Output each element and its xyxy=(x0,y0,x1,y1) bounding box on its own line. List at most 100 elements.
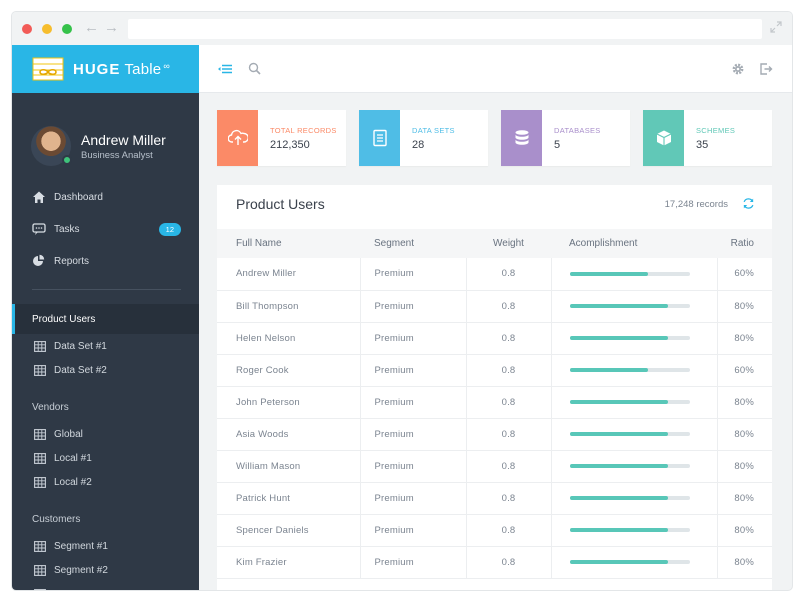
sidebar-item-label: Reports xyxy=(54,255,90,267)
search-icon[interactable] xyxy=(247,61,263,77)
gear-icon[interactable] xyxy=(730,61,746,77)
sidebar-item-label: Dashboard xyxy=(54,191,103,203)
table-row[interactable]: Bill Thompson Premium 0.8 80% xyxy=(217,290,772,322)
table-grid-icon xyxy=(34,588,46,590)
cloud-upload-icon xyxy=(227,129,248,145)
table-grid-icon xyxy=(34,340,46,352)
pie-chart-icon xyxy=(33,254,45,266)
cell-ratio: 60% xyxy=(716,258,772,290)
stat-label: SCHEMES xyxy=(696,126,736,135)
stat-value: 5 xyxy=(554,139,561,151)
online-status-icon xyxy=(62,155,72,165)
cell-ratio: 80% xyxy=(716,290,772,322)
cell-accomplishment xyxy=(550,258,717,290)
column-header-weight[interactable]: Weight xyxy=(493,238,524,249)
table-row[interactable]: John Peterson Premium 0.8 80% xyxy=(217,386,772,418)
product-users-panel: Product Users 17,248 records Full Name S… xyxy=(217,185,772,590)
stat-card-total-records[interactable]: TOTAL RECORDS 212,350 xyxy=(217,110,346,166)
sidebar-subitem[interactable]: Local #1 xyxy=(12,446,199,470)
avatar[interactable] xyxy=(31,126,72,166)
sidebar-group-customers[interactable]: Customers xyxy=(32,513,81,525)
user-profile[interactable]: Andrew Miller Business Analyst xyxy=(12,93,199,177)
table-row[interactable]: William Mason Premium 0.8 80% xyxy=(217,450,772,482)
sidebar-subitem[interactable]: Global xyxy=(12,422,199,446)
cell-accomplishment xyxy=(550,290,717,322)
collapse-menu-icon[interactable] xyxy=(217,61,233,77)
brand-header[interactable]: HUGE Table ∞ xyxy=(12,45,199,93)
progress-bar xyxy=(569,400,690,404)
table-row[interactable]: Asia Woods Premium 0.8 80% xyxy=(217,418,772,450)
progress-bar xyxy=(569,368,690,372)
cell-accomplishment xyxy=(550,322,717,354)
sidebar-group-product-users[interactable]: Product Users xyxy=(12,304,199,334)
table-grid-icon xyxy=(34,364,46,376)
sidebar-subitem[interactable]: Local #2 xyxy=(12,470,199,494)
browser-window: ← → HUGE Table ∞ Andrew Miller Busines xyxy=(12,12,792,590)
close-window-button[interactable] xyxy=(22,24,32,34)
cell-segment: Premium xyxy=(359,322,466,354)
cell-accomplishment xyxy=(550,354,717,386)
sidebar-subitem[interactable]: Data Set #2 xyxy=(12,358,199,382)
stat-card-schemes[interactable]: SCHEMES 35 xyxy=(643,110,772,166)
table-row[interactable]: Patrick Hunt Premium 0.8 80% xyxy=(217,482,772,514)
sidebar-item-tasks[interactable]: Tasks 12 xyxy=(12,213,199,245)
table-row[interactable]: Roger Cook Premium 0.8 60% xyxy=(217,354,772,386)
group-spacer xyxy=(12,382,199,392)
sidebar-item-reports[interactable]: Reports xyxy=(12,245,199,277)
back-arrow-icon[interactable]: ← xyxy=(84,19,99,36)
table-row[interactable]: Spencer Daniels Premium 0.8 80% xyxy=(217,514,772,546)
sidebar-group-vendors[interactable]: Vendors xyxy=(32,401,69,413)
table-grid-icon xyxy=(34,452,46,464)
stat-card-databases[interactable]: DATABASES 5 xyxy=(501,110,630,166)
column-header-ratio[interactable]: Ratio xyxy=(730,238,754,249)
sidebar-item-label: Tasks xyxy=(54,223,80,235)
cell-weight: 0.8 xyxy=(465,386,551,418)
sidebar-subitem[interactable]: Segment #3 xyxy=(12,582,199,590)
sidebar-subitem[interactable]: Data Set #1 xyxy=(12,334,199,358)
progress-bar xyxy=(569,528,690,532)
table-row[interactable]: Helen Nelson Premium 0.8 80% xyxy=(217,322,772,354)
stat-label: DATA SETS xyxy=(412,126,455,135)
progress-bar-fill xyxy=(569,464,668,468)
record-count: 17,248 records xyxy=(664,199,728,210)
stat-value: 28 xyxy=(412,139,425,151)
column-header-accomplishment[interactable]: Acomplishment xyxy=(569,238,638,249)
refresh-icon[interactable] xyxy=(742,197,755,210)
stat-icon-tile xyxy=(359,110,400,166)
progress-bar-fill xyxy=(569,496,668,500)
cell-segment: Premium xyxy=(359,418,466,450)
minimize-window-button[interactable] xyxy=(42,24,52,34)
table-grid-icon xyxy=(34,476,46,488)
sidebar-subitem[interactable]: Segment #1 xyxy=(12,534,199,558)
progress-bar-fill xyxy=(569,271,648,276)
column-header-full-name[interactable]: Full Name xyxy=(236,238,282,249)
fullscreen-icon[interactable] xyxy=(770,21,782,33)
sidebar-subitem[interactable]: Segment #2 xyxy=(12,558,199,582)
cell-accomplishment xyxy=(550,546,717,578)
address-bar[interactable] xyxy=(128,19,762,39)
forward-arrow-icon[interactable]: → xyxy=(104,19,119,36)
sidebar-subitem-label: Local #1 xyxy=(54,452,92,464)
stat-card-data-sets[interactable]: DATA SETS 28 xyxy=(359,110,488,166)
cell-full-name: Asia Woods xyxy=(236,428,289,440)
table-grid-icon xyxy=(34,540,46,552)
users-table: Full Name Segment Weight Acomplishment R… xyxy=(217,229,772,579)
sidebar-item-dashboard[interactable]: Dashboard xyxy=(12,181,199,213)
table-row[interactable]: Andrew Miller Premium 0.8 60% xyxy=(217,258,772,290)
cell-accomplishment xyxy=(550,386,717,418)
sidebar-subitem-label: Data Set #2 xyxy=(54,364,107,376)
table-row[interactable]: Kim Frazier Premium 0.8 80% xyxy=(217,546,772,578)
cell-ratio: 80% xyxy=(716,482,772,514)
stat-icon-tile xyxy=(501,110,542,166)
cell-weight: 0.8 xyxy=(465,514,551,546)
group-spacer xyxy=(12,494,199,504)
column-header-segment[interactable]: Segment xyxy=(374,238,415,249)
cell-ratio: 80% xyxy=(716,322,772,354)
maximize-window-button[interactable] xyxy=(62,24,72,34)
brand-superscript: ∞ xyxy=(163,60,170,71)
progress-bar xyxy=(569,304,690,308)
stat-value: 212,350 xyxy=(270,139,310,151)
logout-icon[interactable] xyxy=(758,61,774,77)
brand-name: HUGE Table ∞ xyxy=(73,61,170,78)
sidebar-subitem-label: Segment #3 xyxy=(54,589,108,591)
